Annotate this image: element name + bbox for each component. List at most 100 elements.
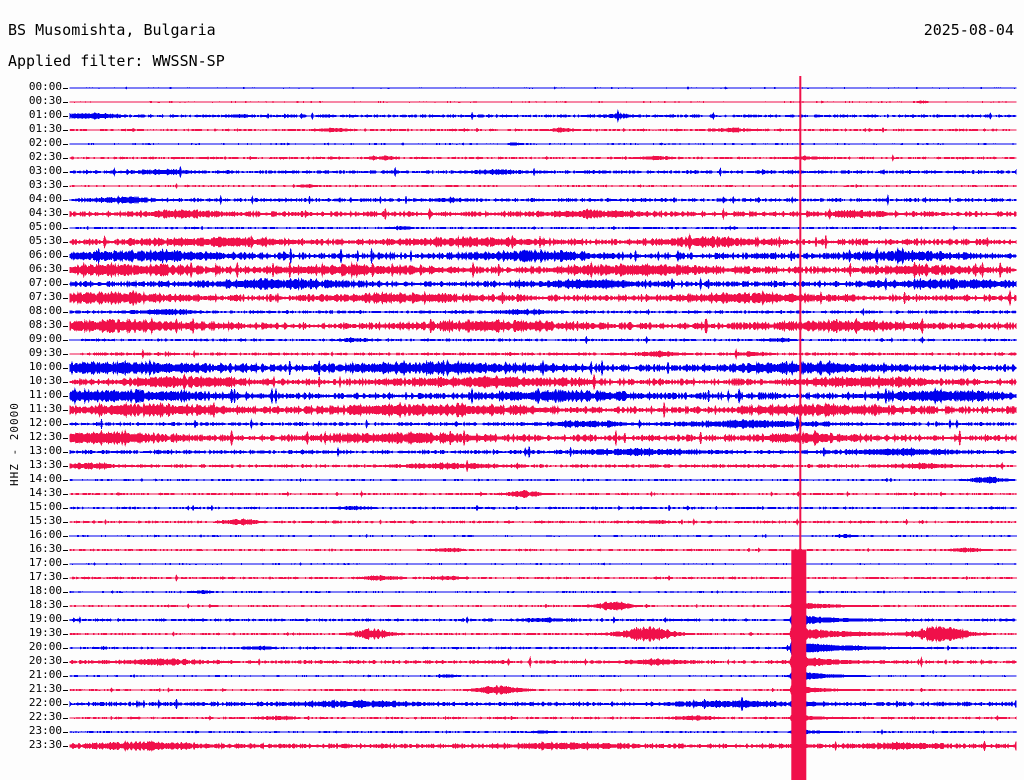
axis-tick <box>63 214 68 215</box>
time-label-0130: 01:30 <box>28 122 62 135</box>
trace-row-1130 <box>69 401 1017 419</box>
axis-tick <box>63 606 68 607</box>
time-label-1930: 19:30 <box>28 626 62 639</box>
axis-tick <box>63 340 68 341</box>
date-label: 2025-08-04 <box>923 21 1014 39</box>
trace-row-1900 <box>69 614 1017 626</box>
time-label-0800: 08:00 <box>28 304 62 317</box>
axis-tick <box>63 648 68 649</box>
trace-row-2000 <box>69 641 1017 655</box>
axis-tick <box>63 536 68 537</box>
axis-tick <box>63 718 68 719</box>
time-label-0300: 03:00 <box>28 164 62 177</box>
trace-row-0400 <box>69 193 1017 207</box>
time-label-2300: 23:00 <box>28 724 62 737</box>
axis-tick <box>63 326 68 327</box>
time-label-1630: 16:30 <box>28 542 62 555</box>
axis-tick <box>63 438 68 439</box>
trace-row-0700 <box>69 276 1017 292</box>
trace-row-0730 <box>69 289 1017 307</box>
time-label-0900: 09:00 <box>28 332 62 345</box>
time-label-1800: 18:00 <box>28 584 62 597</box>
axis-tick <box>63 494 68 495</box>
time-label-0400: 04:00 <box>28 192 62 205</box>
time-label-1100: 11:00 <box>28 388 62 401</box>
axis-tick <box>63 550 68 551</box>
time-label-1900: 19:00 <box>28 612 62 625</box>
axis-tick <box>63 116 68 117</box>
trace-row-1030 <box>69 373 1017 391</box>
axis-tick <box>63 634 68 635</box>
time-label-1700: 17:00 <box>28 556 62 569</box>
axis-tick <box>63 242 68 243</box>
axis-tick <box>63 690 68 691</box>
time-label-0030: 00:30 <box>28 94 62 107</box>
seismogram-traces <box>69 76 1017 780</box>
axis-tick <box>63 312 68 313</box>
time-label-2030: 20:30 <box>28 654 62 667</box>
trace-row-0900 <box>69 335 1017 345</box>
time-label-2130: 21:30 <box>28 682 62 695</box>
axis-tick <box>63 368 68 369</box>
time-label-0730: 07:30 <box>28 290 62 303</box>
axis-tick <box>63 522 68 523</box>
trace-row-1700 <box>69 562 1017 566</box>
axis-tick <box>63 662 68 663</box>
axis-tick <box>63 732 68 733</box>
trace-row-0430 <box>69 207 1017 221</box>
trace-row-0300 <box>69 166 1017 178</box>
seismogram-plot: HHZ - 20000 00:00 00:30 01:00 01:30 02:00 02:… <box>0 76 1024 780</box>
time-label-0630: 06:30 <box>28 262 62 275</box>
trace-row-0130 <box>69 126 1017 134</box>
axis-tick <box>63 508 68 509</box>
time-label-1430: 14:30 <box>28 486 62 499</box>
time-label-0930: 09:30 <box>28 346 62 359</box>
trace-row-1300 <box>69 446 1017 458</box>
axis-tick <box>63 424 68 425</box>
trace-row-1400 <box>69 476 1017 484</box>
trace-row-0530 <box>69 233 1017 251</box>
time-label-0100: 01:00 <box>28 108 62 121</box>
time-label-0000: 00:00 <box>28 80 62 93</box>
time-label-1200: 12:00 <box>28 416 62 429</box>
trace-row-2100 <box>69 670 1017 682</box>
trace-row-0100 <box>69 109 1017 123</box>
axis-tick <box>63 382 68 383</box>
axis-tick <box>63 466 68 467</box>
trace-row-0330 <box>69 183 1017 189</box>
trace-row-0930 <box>69 348 1017 360</box>
time-label-1600: 16:00 <box>28 528 62 541</box>
trace-row-0230 <box>69 154 1017 162</box>
event-saturated-core <box>791 550 807 780</box>
time-axis: 00:00 00:30 01:00 01:30 02:00 02:30 03:00 03:30… <box>0 76 70 780</box>
time-label-1830: 18:30 <box>28 598 62 611</box>
time-label-0230: 02:30 <box>28 150 62 163</box>
axis-tick <box>63 144 68 145</box>
filter-label: Applied filter: WWSSN-SP <box>8 52 225 70</box>
trace-row-0200 <box>69 142 1017 146</box>
axis-tick <box>63 746 68 747</box>
time-label-2330: 23:30 <box>28 738 62 751</box>
time-label-1230: 12:30 <box>28 430 62 443</box>
time-label-1400: 14:00 <box>28 472 62 485</box>
axis-tick <box>63 158 68 159</box>
trace-row-0830 <box>69 317 1017 335</box>
time-label-0530: 05:30 <box>28 234 62 247</box>
time-label-0700: 07:00 <box>28 276 62 289</box>
trace-row-1800 <box>69 590 1017 594</box>
axis-tick <box>63 172 68 173</box>
trace-row-1630 <box>69 547 1017 553</box>
trace-row-1100 <box>69 387 1017 405</box>
trace-row-0630 <box>69 261 1017 279</box>
trace-row-1000 <box>69 359 1017 377</box>
time-label-1300: 13:00 <box>28 444 62 457</box>
trace-row-1930 <box>69 625 1017 643</box>
axis-tick <box>63 186 68 187</box>
axis-tick <box>63 102 68 103</box>
time-label-1500: 15:00 <box>28 500 62 513</box>
trace-row-2130 <box>69 684 1017 696</box>
axis-tick <box>63 88 68 89</box>
trace-row-2230 <box>69 714 1017 722</box>
trace-row-0500 <box>69 225 1017 231</box>
time-label-1030: 10:30 <box>28 374 62 387</box>
